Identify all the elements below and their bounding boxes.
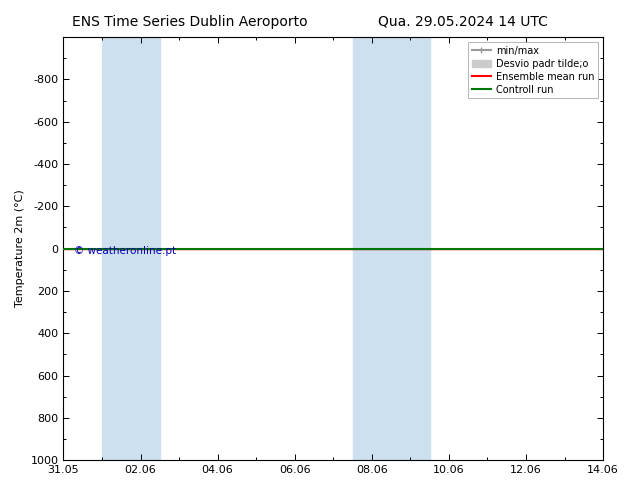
Legend: min/max, Desvio padr tilde;o, Ensemble mean run, Controll run: min/max, Desvio padr tilde;o, Ensemble m… (468, 42, 598, 98)
Bar (353, 37, 430, 460)
Text: ENS Time Series Dublin Aeroporto: ENS Time Series Dublin Aeroporto (72, 15, 308, 29)
Y-axis label: Temperature 2m (°C): Temperature 2m (°C) (15, 190, 25, 307)
Text: Qua. 29.05.2024 14 UTC: Qua. 29.05.2024 14 UTC (378, 15, 548, 29)
Text: © weatheronline.pt: © weatheronline.pt (74, 246, 176, 256)
Bar (102, 37, 160, 460)
